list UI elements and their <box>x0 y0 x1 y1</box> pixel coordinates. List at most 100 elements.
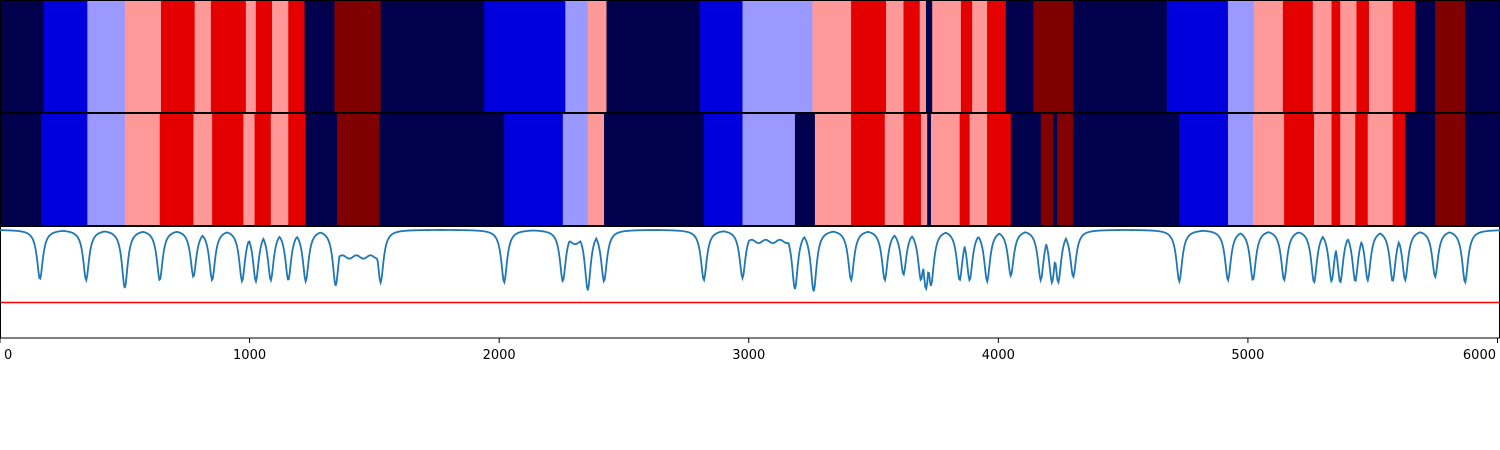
track-2-segment <box>920 114 928 225</box>
track-2-segment <box>603 114 705 225</box>
track-2-segment <box>1010 114 1042 225</box>
track-2-segment <box>305 114 338 225</box>
track-1-segment <box>606 1 701 112</box>
track-2-segment <box>1355 114 1369 225</box>
track-2-segment <box>1252 114 1285 225</box>
signal-line <box>0 229 1500 292</box>
track-2-segment <box>1367 114 1394 225</box>
x-tick-label: 2000 <box>483 348 516 363</box>
track-2-segment <box>1179 114 1229 225</box>
track-2-segment <box>41 114 88 225</box>
track-1-segment <box>1073 1 1168 112</box>
track-1-segment <box>255 1 273 112</box>
track-1-segment <box>87 1 126 112</box>
track-2-segment <box>1340 114 1356 225</box>
track-2-segment <box>1056 114 1074 225</box>
track-2-segment <box>379 114 505 225</box>
track-1-segment <box>124 1 162 112</box>
track-1-segment <box>1415 1 1436 112</box>
track-1-segment <box>903 1 921 112</box>
track-2-segment <box>987 114 1012 225</box>
track-2-segment <box>87 114 126 225</box>
track-1-segment <box>1312 1 1332 112</box>
track-1-segment <box>972 1 988 112</box>
track-1-segment <box>1392 1 1416 112</box>
track-1-segment <box>1166 1 1229 112</box>
x-tick-label: 6000 <box>1463 348 1496 363</box>
track-1-segment <box>484 1 566 112</box>
track-2-segment <box>930 114 961 225</box>
x-axis: 0 1000 2000 3000 4000 5000 6000 <box>0 338 1499 363</box>
track-2-segment <box>193 114 213 225</box>
track-2-segment <box>254 114 272 225</box>
track-2-segment <box>270 114 289 225</box>
segmentation-track-1 <box>0 1 1500 112</box>
track-1-segment <box>1356 1 1370 112</box>
track-2-segment <box>1284 114 1315 225</box>
track-2-segment <box>1073 114 1180 225</box>
track-2-segment <box>794 114 816 225</box>
track-2-segment <box>814 114 852 225</box>
track-2-segment <box>336 114 380 225</box>
track-1-segment <box>272 1 289 112</box>
track-1-segment <box>334 1 382 112</box>
track-2-segment <box>1227 114 1254 225</box>
x-tick-label: 4000 <box>982 348 1015 363</box>
track-1-segment <box>925 1 933 112</box>
track-2-segment <box>159 114 194 225</box>
track-2-segment <box>1040 114 1054 225</box>
track-2-segment <box>212 114 244 225</box>
x-tick-label: 5000 <box>1231 348 1264 363</box>
signal-panel <box>0 226 1500 339</box>
x-tick-label: 1000 <box>233 348 266 363</box>
track-2-segment <box>0 114 42 225</box>
track-1-segment <box>1033 1 1074 112</box>
track-1-segment <box>1368 1 1394 112</box>
track-1-segment <box>1435 1 1466 112</box>
track-1-segment <box>812 1 852 112</box>
track-1-segment <box>1005 1 1034 112</box>
track-1-segment <box>587 1 607 112</box>
track-1-segment <box>886 1 904 112</box>
track-2-segment <box>851 114 886 225</box>
track-1-segment <box>1254 1 1284 112</box>
track-1-segment <box>919 1 927 112</box>
track-2-segment <box>1465 114 1500 225</box>
signal-panel-frame <box>0 226 1500 339</box>
track-1-segment <box>960 1 973 112</box>
track-1-segment <box>987 1 1007 112</box>
track-2-segment <box>562 114 589 225</box>
track-1-segment <box>0 1 45 112</box>
track-1-segment <box>288 1 305 112</box>
track-1-segment <box>210 1 247 112</box>
x-tick-label: 3000 <box>732 348 765 363</box>
track-2-segment <box>884 114 904 225</box>
track-1-segment <box>380 1 485 112</box>
track-2-segment <box>1405 114 1436 225</box>
track-1-segment <box>160 1 196 112</box>
track-2-segment <box>1314 114 1332 225</box>
track-1-segment <box>1340 1 1357 112</box>
track-1-segment <box>1465 1 1500 112</box>
track-2-segment <box>1053 114 1058 225</box>
track-2-segment <box>587 114 605 225</box>
track-1-segment <box>932 1 962 112</box>
track-2-segment <box>959 114 971 225</box>
track-2-segment <box>1392 114 1406 225</box>
track-1-segment <box>851 1 887 112</box>
track-1-segment <box>245 1 257 112</box>
track-2-segment <box>927 114 932 225</box>
track-1-segment <box>565 1 589 112</box>
track-2-segment <box>288 114 307 225</box>
track-1-segment <box>1227 1 1255 112</box>
track-1-segment <box>43 1 88 112</box>
track-1-segment <box>194 1 212 112</box>
track-1-segment <box>1282 1 1314 112</box>
track-1-segment <box>304 1 335 112</box>
track-1-segment <box>1331 1 1341 112</box>
x-tick-label: 0 <box>4 348 12 363</box>
track-2-segment <box>1331 114 1341 225</box>
track-2-segment <box>703 114 743 225</box>
segmentation-track-2 <box>0 114 1500 225</box>
track-2-segment <box>742 114 796 225</box>
